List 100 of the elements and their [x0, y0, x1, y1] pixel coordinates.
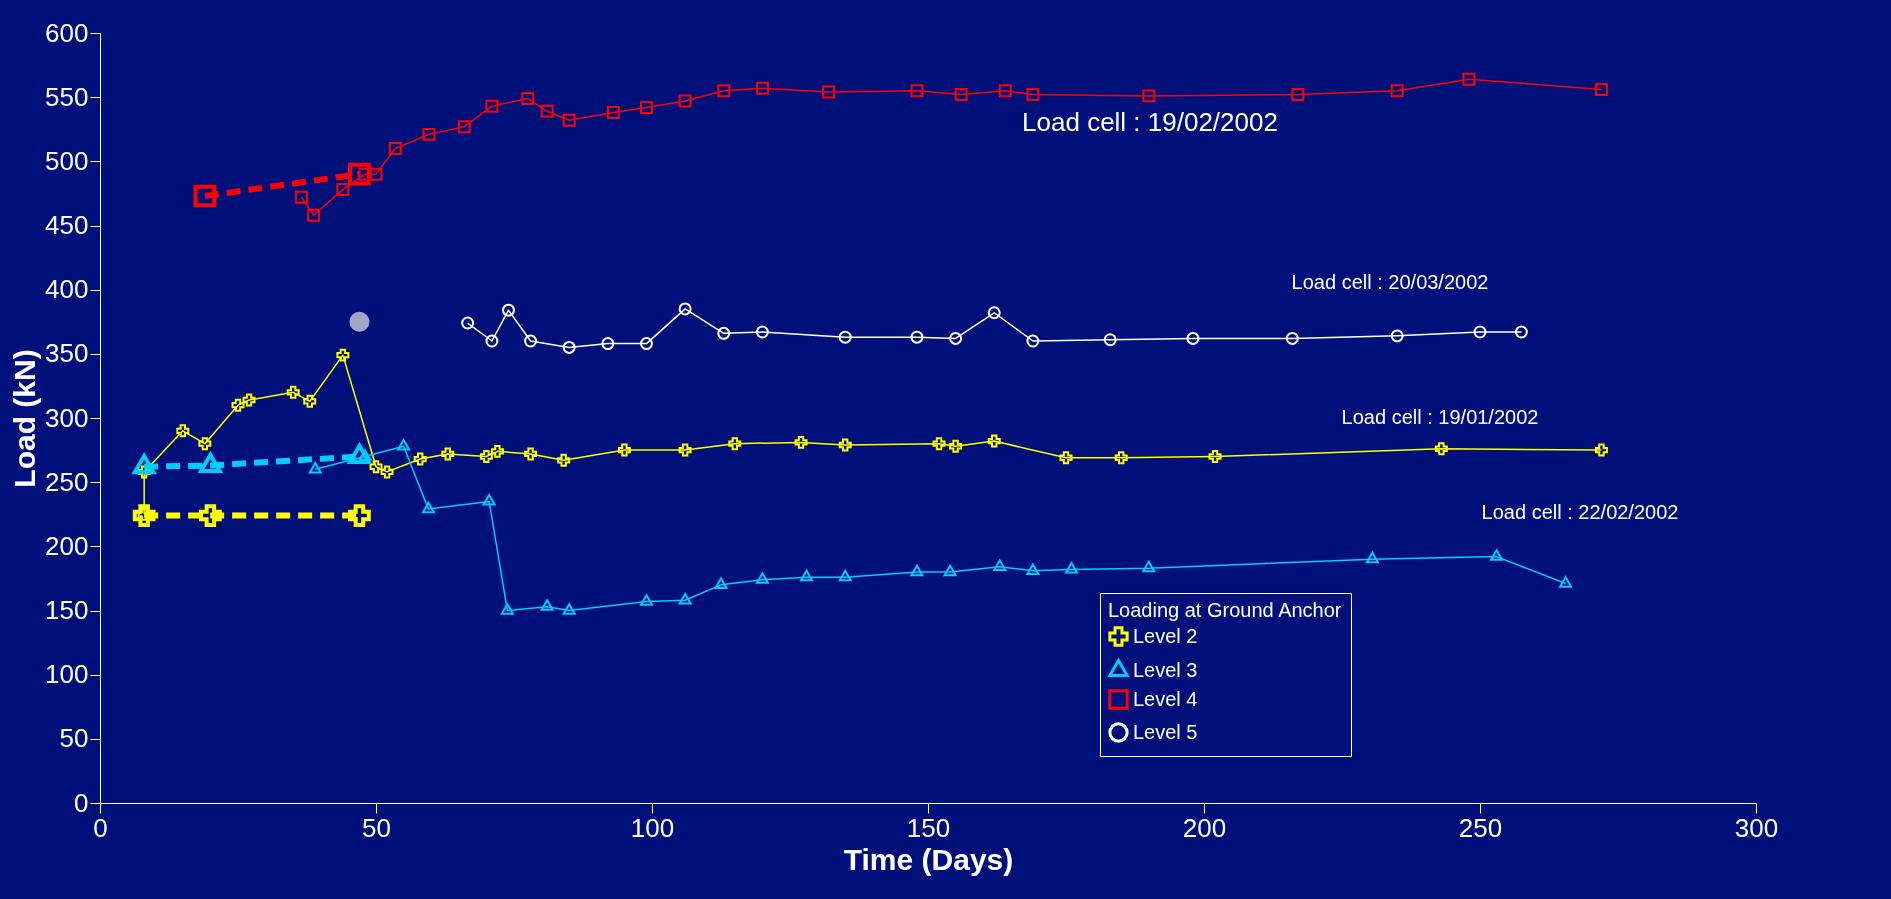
annotation: Load cell : 20/03/2002 — [1291, 271, 1489, 293]
point — [242, 393, 256, 407]
point — [678, 94, 692, 108]
point — [199, 504, 222, 527]
point — [540, 104, 554, 118]
point — [369, 460, 383, 474]
point — [1594, 82, 1608, 96]
annotation: Load cell : 19/01/2002 — [1341, 406, 1539, 428]
point — [441, 447, 455, 461]
point — [1142, 560, 1156, 573]
y-tick-label: 250 — [45, 466, 89, 497]
point — [755, 325, 769, 339]
y-axis-title: Load (kN) — [8, 349, 42, 488]
point — [755, 572, 769, 584]
y-tick-label: 500 — [45, 145, 89, 176]
point — [482, 494, 496, 506]
point — [910, 564, 924, 577]
y-tick-label: 450 — [45, 210, 89, 240]
point — [348, 162, 371, 186]
point — [717, 326, 731, 340]
point — [640, 100, 653, 114]
y-tick-label: 200 — [45, 530, 89, 561]
point — [388, 142, 402, 155]
point — [728, 437, 742, 451]
point — [562, 603, 576, 615]
point — [562, 113, 576, 127]
point — [838, 330, 852, 344]
point — [954, 88, 968, 102]
point — [1208, 450, 1222, 463]
y-tick-label: 400 — [45, 274, 89, 305]
point — [1026, 334, 1040, 348]
point — [1594, 443, 1608, 457]
point — [1026, 88, 1040, 102]
point — [1462, 72, 1476, 86]
point — [1114, 451, 1128, 465]
x-tick-label: 150 — [906, 812, 951, 843]
y-tick-label: 600 — [45, 17, 89, 48]
point — [421, 501, 435, 514]
annotation: Load cell : 19/02/2002 — [1022, 107, 1278, 137]
point — [1473, 325, 1487, 339]
point — [286, 385, 300, 399]
point — [349, 311, 370, 332]
point — [303, 394, 317, 408]
point — [557, 453, 571, 467]
y-tick-label: 150 — [45, 595, 89, 625]
x-tick-label: 0 — [93, 812, 108, 843]
legend-label: Level 5 — [1133, 720, 1198, 743]
point — [987, 434, 1001, 448]
point — [1285, 331, 1299, 345]
y-tick-label: 550 — [45, 81, 89, 112]
point — [1434, 442, 1448, 456]
point — [1065, 562, 1078, 574]
point — [822, 85, 836, 99]
point — [1390, 329, 1404, 343]
point — [932, 437, 946, 451]
point — [137, 465, 151, 479]
x-tick-label: 200 — [1182, 812, 1227, 843]
point — [678, 592, 692, 605]
point — [838, 569, 852, 582]
point — [1059, 451, 1073, 465]
point — [193, 184, 217, 208]
point — [336, 183, 350, 197]
point — [231, 398, 245, 412]
point — [1291, 88, 1305, 102]
point — [910, 84, 924, 98]
y-tick-label: 100 — [45, 659, 89, 690]
legend-label: Level 4 — [1133, 687, 1198, 710]
point — [949, 331, 963, 345]
point — [601, 337, 615, 351]
point — [640, 594, 653, 606]
legend-title: Loading at Ground Anchor — [1108, 599, 1342, 621]
x-tick-label: 300 — [1734, 812, 1779, 843]
point — [838, 438, 852, 452]
point — [949, 439, 963, 453]
point — [369, 167, 383, 181]
point — [490, 444, 504, 458]
point — [461, 316, 475, 330]
point — [198, 437, 212, 451]
point — [943, 564, 957, 577]
point — [479, 450, 493, 463]
point — [1390, 84, 1404, 98]
point — [295, 190, 308, 204]
point — [1103, 333, 1117, 347]
point — [993, 559, 1007, 572]
point — [500, 603, 514, 615]
point — [755, 81, 769, 95]
point — [562, 340, 576, 354]
point — [1026, 563, 1040, 575]
x-tick-label: 50 — [362, 812, 391, 843]
point — [521, 91, 535, 105]
y-tick-label: 50 — [59, 723, 89, 754]
legend-label: Level 2 — [1133, 624, 1198, 647]
point — [336, 348, 350, 362]
y-tick-label: 300 — [45, 402, 89, 433]
point — [132, 504, 156, 527]
y-tick-label: 350 — [45, 338, 89, 369]
point — [502, 303, 515, 317]
point — [987, 306, 1001, 320]
x-axis-title: Time (Days) — [843, 842, 1014, 876]
point — [485, 99, 499, 113]
